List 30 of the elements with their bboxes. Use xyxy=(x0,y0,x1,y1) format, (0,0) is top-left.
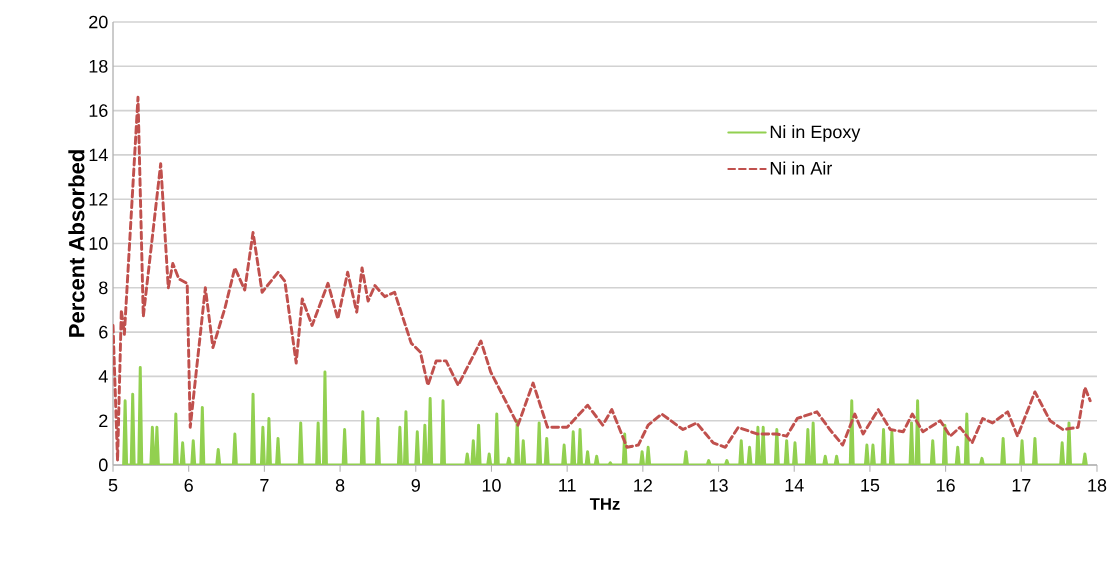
y-tick-label: 8 xyxy=(99,281,108,295)
x-tick-label: 7 xyxy=(260,479,269,492)
x-tick-label: 15 xyxy=(861,479,880,492)
x-tick-label: 10 xyxy=(482,479,501,492)
y-tick-label: 6 xyxy=(99,325,108,339)
x-tick-label: 11 xyxy=(559,479,576,492)
x-tick-label: 17 xyxy=(1012,479,1031,492)
y-tick-label: 10 xyxy=(89,237,108,250)
y-tick-label: 0 xyxy=(99,458,108,472)
x-tick-label: 5 xyxy=(108,479,118,492)
x-tick-label: 16 xyxy=(936,479,955,492)
y-tick-label: 16 xyxy=(89,104,108,117)
y-tick-label: 20 xyxy=(89,15,108,29)
x-tick-label: 12 xyxy=(634,479,652,492)
y-tick-label: 14 xyxy=(89,148,108,162)
y-axis-title: Percent Absorbed xyxy=(68,150,85,337)
line-series xyxy=(122,366,1088,465)
x-tick-label: 9 xyxy=(411,479,420,492)
x-axis-title: THz xyxy=(589,498,620,510)
y-tick-label: 12 xyxy=(89,192,108,206)
x-tick-label: 14 xyxy=(785,479,804,492)
y-tick-label: 18 xyxy=(89,59,108,73)
legend-label: Ni in Air xyxy=(770,161,833,175)
x-tick-label: 13 xyxy=(709,479,728,492)
x-tick-label: 18 xyxy=(1088,479,1107,492)
legend-label: Ni in Epoxy xyxy=(770,125,861,142)
x-tick-label: 8 xyxy=(335,479,345,492)
y-tick-label: 4 xyxy=(98,370,108,383)
y-tick-label: 2 xyxy=(99,414,108,427)
x-tick-label: 6 xyxy=(184,479,193,492)
